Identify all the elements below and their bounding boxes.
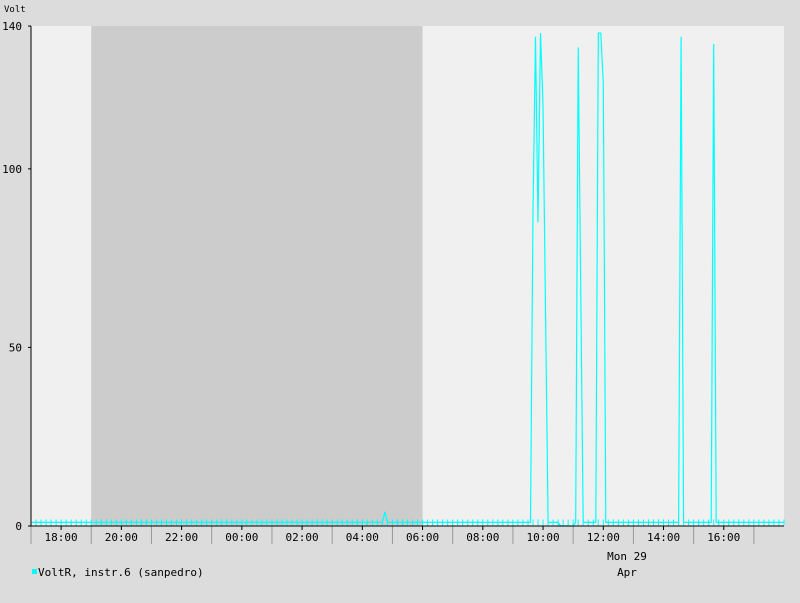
date-label-month: Apr <box>617 566 637 579</box>
series-line <box>31 32 784 527</box>
legend: VoltR, instr.6 (sanpedro) <box>32 566 204 579</box>
x-tick-label: 16:00 <box>707 531 740 544</box>
y-tick-label: 100 <box>2 163 22 176</box>
x-tick-label: 04:00 <box>346 531 379 544</box>
x-tick-label: 00:00 <box>225 531 258 544</box>
x-tick-label: 10:00 <box>526 531 559 544</box>
series-markers <box>30 519 785 526</box>
x-tick-label: 20:00 <box>105 531 138 544</box>
legend-label: VoltR, instr.6 (sanpedro) <box>38 566 204 579</box>
x-tick-label: 08:00 <box>466 531 499 544</box>
night-band <box>91 26 423 526</box>
date-label-day: Mon 29 <box>607 550 647 563</box>
x-tick-label: 12:00 <box>587 531 620 544</box>
series-layer <box>30 32 785 527</box>
legend-swatch <box>32 569 37 574</box>
x-tick-label: 18:00 <box>45 531 78 544</box>
y-axis-label: Volt <box>4 5 26 15</box>
y-tick-label: 140 <box>2 20 22 33</box>
y-tick-label: 50 <box>9 341 22 354</box>
x-tick-label: 06:00 <box>406 531 439 544</box>
x-tick-label: 22:00 <box>165 531 198 544</box>
x-tick-label: 14:00 <box>647 531 680 544</box>
x-tick-label: 02:00 <box>286 531 319 544</box>
plot-area <box>31 26 784 526</box>
y-tick-label: 0 <box>15 520 22 533</box>
axes: 18:00 20:00 22:00 00:00 02:00 04:00 06:00 08:00… <box>2 20 784 544</box>
